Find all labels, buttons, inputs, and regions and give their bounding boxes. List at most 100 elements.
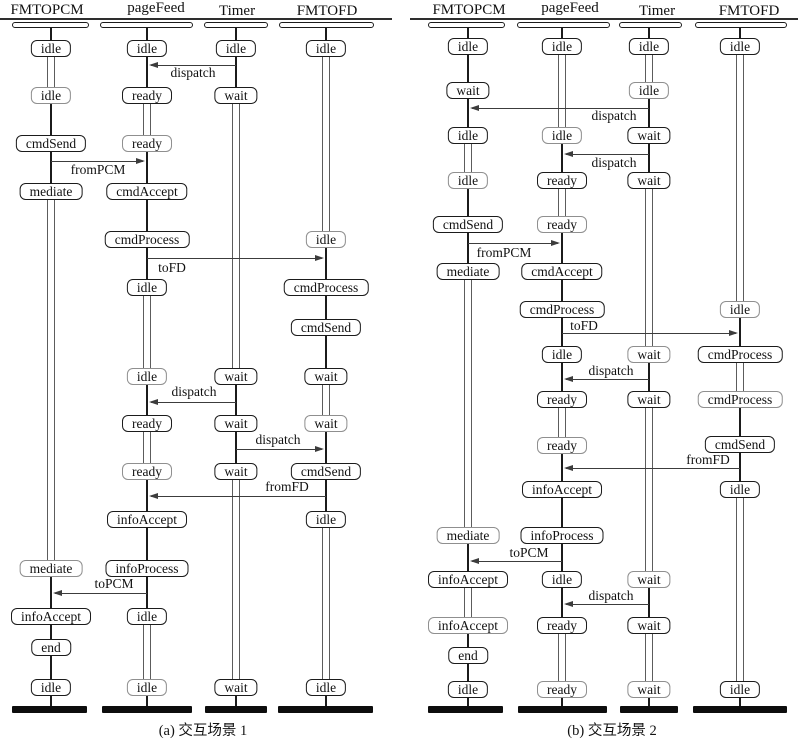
state-box: ready — [537, 172, 587, 189]
activation-bar — [464, 272, 472, 536]
message-label: fromPCM — [70, 162, 126, 177]
message-label: toPCM — [509, 545, 549, 560]
message-label: fromFD — [265, 479, 309, 494]
activation-bar — [645, 47, 653, 91]
message-arrowhead — [470, 105, 479, 111]
message-arrowhead — [149, 399, 158, 405]
activation-bar — [558, 181, 566, 225]
state-box: idle — [541, 346, 583, 363]
state-box: idle — [126, 679, 168, 696]
state-box: infoAccept — [11, 608, 91, 625]
state-box: idle — [541, 38, 583, 55]
state-box: ready — [537, 617, 587, 634]
lifeline-head-bar — [279, 22, 374, 28]
state-box: cmdSend — [432, 216, 504, 233]
message-label: fromPCM — [476, 245, 532, 260]
message-arrow — [566, 604, 649, 606]
state-box: wait — [627, 571, 671, 588]
message-label: dispatch — [588, 363, 634, 378]
activation-bar — [558, 400, 566, 446]
lifeline-segment — [647, 580, 651, 626]
state-box: idle — [30, 679, 72, 696]
lifeline-head-bar — [428, 22, 505, 28]
activation-bar — [736, 47, 744, 310]
lifeline-segment — [234, 28, 238, 96]
state-box: idle — [719, 301, 761, 318]
state-box: idle — [126, 279, 168, 296]
activation-bar — [143, 424, 151, 472]
state-box: mediate — [436, 263, 500, 280]
message-label: toFD — [158, 260, 186, 275]
message-arrow — [151, 402, 236, 404]
state-box: end — [448, 647, 488, 664]
caption-a: (a) 交互场景 1 — [158, 723, 248, 739]
state-box: idle — [126, 40, 168, 57]
state-box: cmdProcess — [697, 346, 783, 363]
message-arrowhead — [136, 158, 145, 164]
message-arrow — [472, 561, 562, 563]
message-label: dispatch — [171, 384, 217, 399]
message-arrow — [566, 379, 649, 381]
activation-bar — [143, 617, 151, 688]
lifeline-header-pagefeed: pageFeed — [541, 0, 599, 16]
activation-bar — [47, 192, 55, 569]
lifeline-segment — [560, 136, 564, 181]
message-label: dispatch — [591, 155, 637, 170]
message-label: toPCM — [94, 576, 134, 591]
state-box: idle — [541, 571, 583, 588]
state-box: ready — [537, 391, 587, 408]
message-arrowhead — [315, 446, 324, 452]
lifeline-head-bar — [619, 22, 682, 28]
lifeline-segment — [145, 377, 149, 424]
state-box: infoAccept — [522, 481, 602, 498]
state-box: ready — [537, 437, 587, 454]
lifeline-segment — [738, 28, 742, 47]
lifeline-end-bar — [620, 706, 678, 713]
state-box: wait — [304, 415, 348, 432]
state-box: idle — [305, 40, 347, 57]
lifeline-segment — [324, 688, 328, 708]
activation-bar — [736, 490, 744, 690]
message-label: dispatch — [588, 588, 634, 603]
state-box: wait — [627, 391, 671, 408]
state-box: idle — [305, 511, 347, 528]
state-box: wait — [214, 679, 258, 696]
message-label: fromFD — [686, 452, 730, 467]
activation-bar — [143, 288, 151, 377]
lifeline-segment — [145, 472, 149, 617]
lifeline-header-pagefeed: pageFeed — [127, 0, 185, 16]
message-arrow — [55, 593, 147, 595]
lifeline-segment — [647, 28, 651, 47]
state-box: wait — [627, 681, 671, 698]
lifeline-segment — [738, 690, 742, 708]
message-arrowhead — [53, 590, 62, 596]
message-label: toFD — [570, 318, 598, 333]
state-box: ready — [122, 87, 172, 104]
message-arrow — [51, 161, 143, 163]
lifeline-end-bar — [205, 706, 267, 713]
state-box: cmdProcess — [697, 391, 783, 408]
lifeline-header-fmtopcm: FMTOPCM — [432, 2, 506, 18]
lifeline-segment — [145, 688, 149, 708]
lifeline-segment — [466, 626, 470, 708]
state-box: wait — [627, 617, 671, 634]
state-box: idle — [126, 368, 168, 385]
state-box: cmdProcess — [519, 301, 605, 318]
activation-bar — [47, 49, 55, 96]
lifeline-segment — [647, 355, 651, 400]
message-label: dispatch — [170, 65, 216, 80]
lifeline-segment — [560, 28, 564, 47]
state-box: cmdSend — [704, 436, 776, 453]
message-arrowhead — [564, 601, 573, 607]
lifeline-end-bar — [278, 706, 373, 713]
activation-bar — [232, 472, 240, 688]
state-box: idle — [628, 82, 670, 99]
state-box: wait — [214, 463, 258, 480]
lifeline-head-bar — [204, 22, 268, 28]
message-arrow — [147, 258, 322, 260]
message-arrowhead — [564, 151, 573, 157]
state-box: cmdProcess — [283, 279, 369, 296]
lifeline-segment — [234, 688, 238, 708]
lifeline-head-bar — [695, 22, 787, 28]
